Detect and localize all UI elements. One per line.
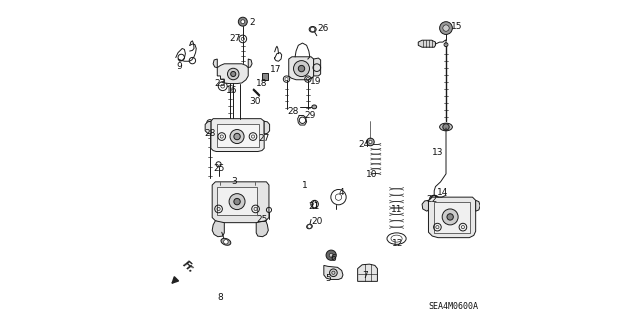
Circle shape <box>447 214 453 220</box>
Text: 8: 8 <box>218 293 223 302</box>
Polygon shape <box>248 59 252 68</box>
Polygon shape <box>205 121 211 134</box>
Text: 23: 23 <box>215 79 226 88</box>
Ellipse shape <box>221 238 231 245</box>
Text: 25: 25 <box>213 164 224 173</box>
Text: 1: 1 <box>302 181 308 190</box>
Circle shape <box>330 269 337 277</box>
Text: 22: 22 <box>427 195 438 204</box>
Ellipse shape <box>429 195 438 202</box>
Text: 28: 28 <box>287 107 299 115</box>
Text: 12: 12 <box>392 239 403 248</box>
Text: 30: 30 <box>249 97 260 106</box>
Circle shape <box>369 140 372 144</box>
Text: SEA4M0600A: SEA4M0600A <box>428 302 478 311</box>
Text: 19: 19 <box>310 77 322 86</box>
Polygon shape <box>212 221 224 237</box>
Circle shape <box>234 133 240 140</box>
Circle shape <box>310 27 315 32</box>
Circle shape <box>234 198 240 205</box>
Ellipse shape <box>309 26 316 32</box>
Text: 28: 28 <box>204 129 216 138</box>
Circle shape <box>443 25 449 31</box>
Text: 16: 16 <box>225 86 237 95</box>
Text: 29: 29 <box>304 111 316 120</box>
Polygon shape <box>358 264 378 281</box>
Circle shape <box>294 61 310 77</box>
Polygon shape <box>422 200 428 211</box>
Circle shape <box>326 250 336 260</box>
Polygon shape <box>256 221 268 237</box>
Text: 3: 3 <box>231 177 237 186</box>
Circle shape <box>230 130 244 144</box>
Text: 11: 11 <box>392 205 403 214</box>
Polygon shape <box>218 64 248 84</box>
Polygon shape <box>419 40 435 47</box>
Ellipse shape <box>312 105 317 109</box>
Text: 27: 27 <box>230 34 241 43</box>
Polygon shape <box>211 119 264 152</box>
Text: 21: 21 <box>308 202 319 211</box>
Circle shape <box>308 225 312 228</box>
Text: 13: 13 <box>431 148 443 157</box>
Polygon shape <box>476 200 480 211</box>
Ellipse shape <box>307 224 312 229</box>
Text: 15: 15 <box>451 22 463 31</box>
Text: 2: 2 <box>250 18 255 27</box>
Text: 4: 4 <box>339 189 344 197</box>
Text: 9: 9 <box>176 63 182 71</box>
Text: Fr.: Fr. <box>180 259 196 275</box>
Text: 27: 27 <box>259 134 270 143</box>
Polygon shape <box>324 265 343 279</box>
Text: 25: 25 <box>256 215 268 224</box>
Polygon shape <box>314 58 321 76</box>
Polygon shape <box>213 59 218 68</box>
Circle shape <box>298 65 305 72</box>
Circle shape <box>443 124 449 130</box>
Circle shape <box>238 17 247 26</box>
Circle shape <box>329 253 333 257</box>
Text: 26: 26 <box>317 24 328 33</box>
Circle shape <box>367 138 374 146</box>
Polygon shape <box>264 121 269 134</box>
Text: 6: 6 <box>330 254 335 263</box>
Circle shape <box>440 22 452 34</box>
Circle shape <box>442 209 458 225</box>
Bar <box>434 202 470 233</box>
Text: 5: 5 <box>325 274 331 283</box>
Text: 18: 18 <box>256 79 268 88</box>
Polygon shape <box>212 182 269 223</box>
Polygon shape <box>289 57 314 80</box>
Ellipse shape <box>440 123 452 131</box>
Bar <box>218 124 259 147</box>
Text: 24: 24 <box>358 140 370 149</box>
Circle shape <box>223 240 228 244</box>
Text: 7: 7 <box>362 271 367 280</box>
Text: 10: 10 <box>366 170 378 179</box>
Circle shape <box>229 194 245 210</box>
Text: 20: 20 <box>311 217 323 226</box>
Bar <box>262 73 268 80</box>
Circle shape <box>241 20 244 24</box>
Circle shape <box>227 68 239 80</box>
Text: 17: 17 <box>269 65 281 74</box>
Circle shape <box>230 71 236 77</box>
Bar <box>218 187 257 215</box>
Polygon shape <box>428 197 476 238</box>
Circle shape <box>431 196 436 201</box>
Text: 14: 14 <box>437 188 449 197</box>
